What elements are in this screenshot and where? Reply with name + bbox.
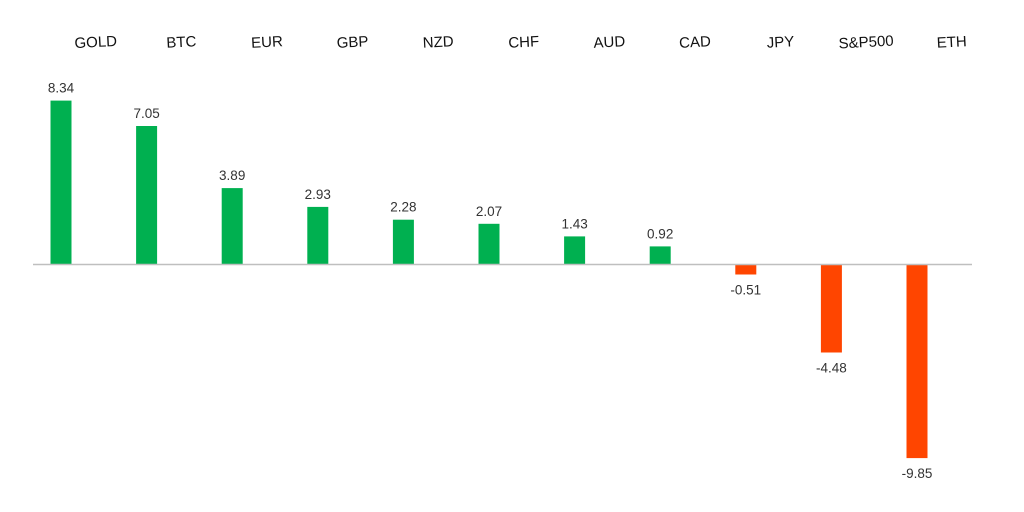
category-label-aud: AUD (593, 33, 626, 52)
bar-cad (649, 246, 671, 265)
category-label-chf: CHF (508, 33, 540, 52)
category-label-eth: ETH (936, 33, 967, 52)
value-label-jpy: -0.51 (730, 283, 761, 298)
value-label-chf: 2.07 (476, 204, 502, 219)
bar-jpy (735, 264, 757, 275)
category-label-nzd: NZD (422, 33, 454, 52)
value-label-gold: 8.34 (48, 81, 75, 96)
value-label-s-p500: -4.48 (816, 361, 847, 376)
category-label-eur: EUR (251, 33, 284, 52)
value-label-aud: 1.43 (561, 216, 587, 231)
value-label-nzd: 2.28 (390, 200, 416, 215)
bar-gbp (307, 206, 329, 265)
category-labels: GOLD BTC EUR GBP NZD CHF AUD CAD JPY S&P500 ETH (74, 33, 967, 53)
category-label-btc: BTC (166, 33, 197, 52)
value-labels: 8.34 7.05 3.89 2.93 2.28 2.07 1.43 0.92 -0.51 -4.… (48, 81, 933, 482)
value-label-gbp: 2.93 (305, 187, 331, 202)
bar-s-p500 (820, 264, 842, 353)
value-label-eur: 3.89 (219, 168, 245, 183)
bar-aud (564, 236, 586, 265)
category-label-cad: CAD (679, 33, 712, 52)
bars-layer (50, 100, 928, 459)
bar-gold (50, 100, 72, 265)
bar-eur (221, 188, 243, 265)
bar-chf (478, 223, 500, 265)
bar-nzd (392, 219, 414, 265)
category-label-gbp: GBP (336, 33, 369, 52)
category-label-s-p500: S&P500 (838, 33, 894, 53)
value-label-btc: 7.05 (133, 106, 159, 121)
category-label-gold: GOLD (74, 33, 118, 52)
bar-eth (906, 264, 928, 459)
bar-btc (136, 126, 158, 265)
value-label-eth: -9.85 (902, 466, 933, 481)
category-label-jpy: JPY (766, 33, 794, 51)
value-label-cad: 0.92 (647, 226, 673, 241)
